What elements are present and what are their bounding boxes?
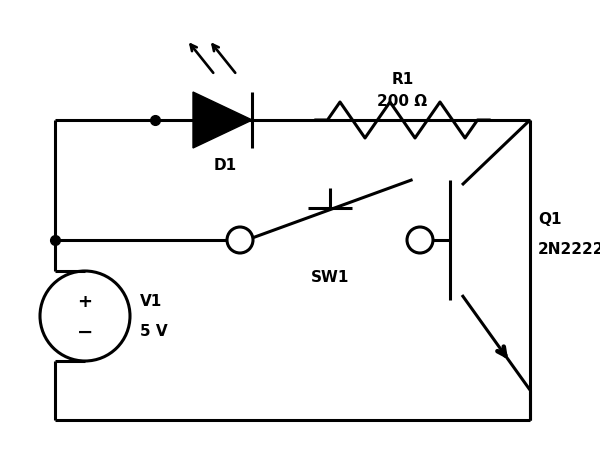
Text: +: +: [77, 293, 92, 311]
Text: V1: V1: [140, 295, 162, 309]
Polygon shape: [193, 92, 252, 148]
Text: R1: R1: [391, 72, 413, 87]
Text: Q1: Q1: [538, 212, 562, 228]
Circle shape: [407, 227, 433, 253]
Text: 2N2222: 2N2222: [538, 242, 600, 258]
Text: 200 Ω: 200 Ω: [377, 94, 428, 109]
Text: D1: D1: [214, 158, 236, 173]
Circle shape: [227, 227, 253, 253]
Text: −: −: [77, 323, 93, 341]
Text: 5 V: 5 V: [140, 325, 167, 339]
Text: SW1: SW1: [311, 270, 349, 285]
